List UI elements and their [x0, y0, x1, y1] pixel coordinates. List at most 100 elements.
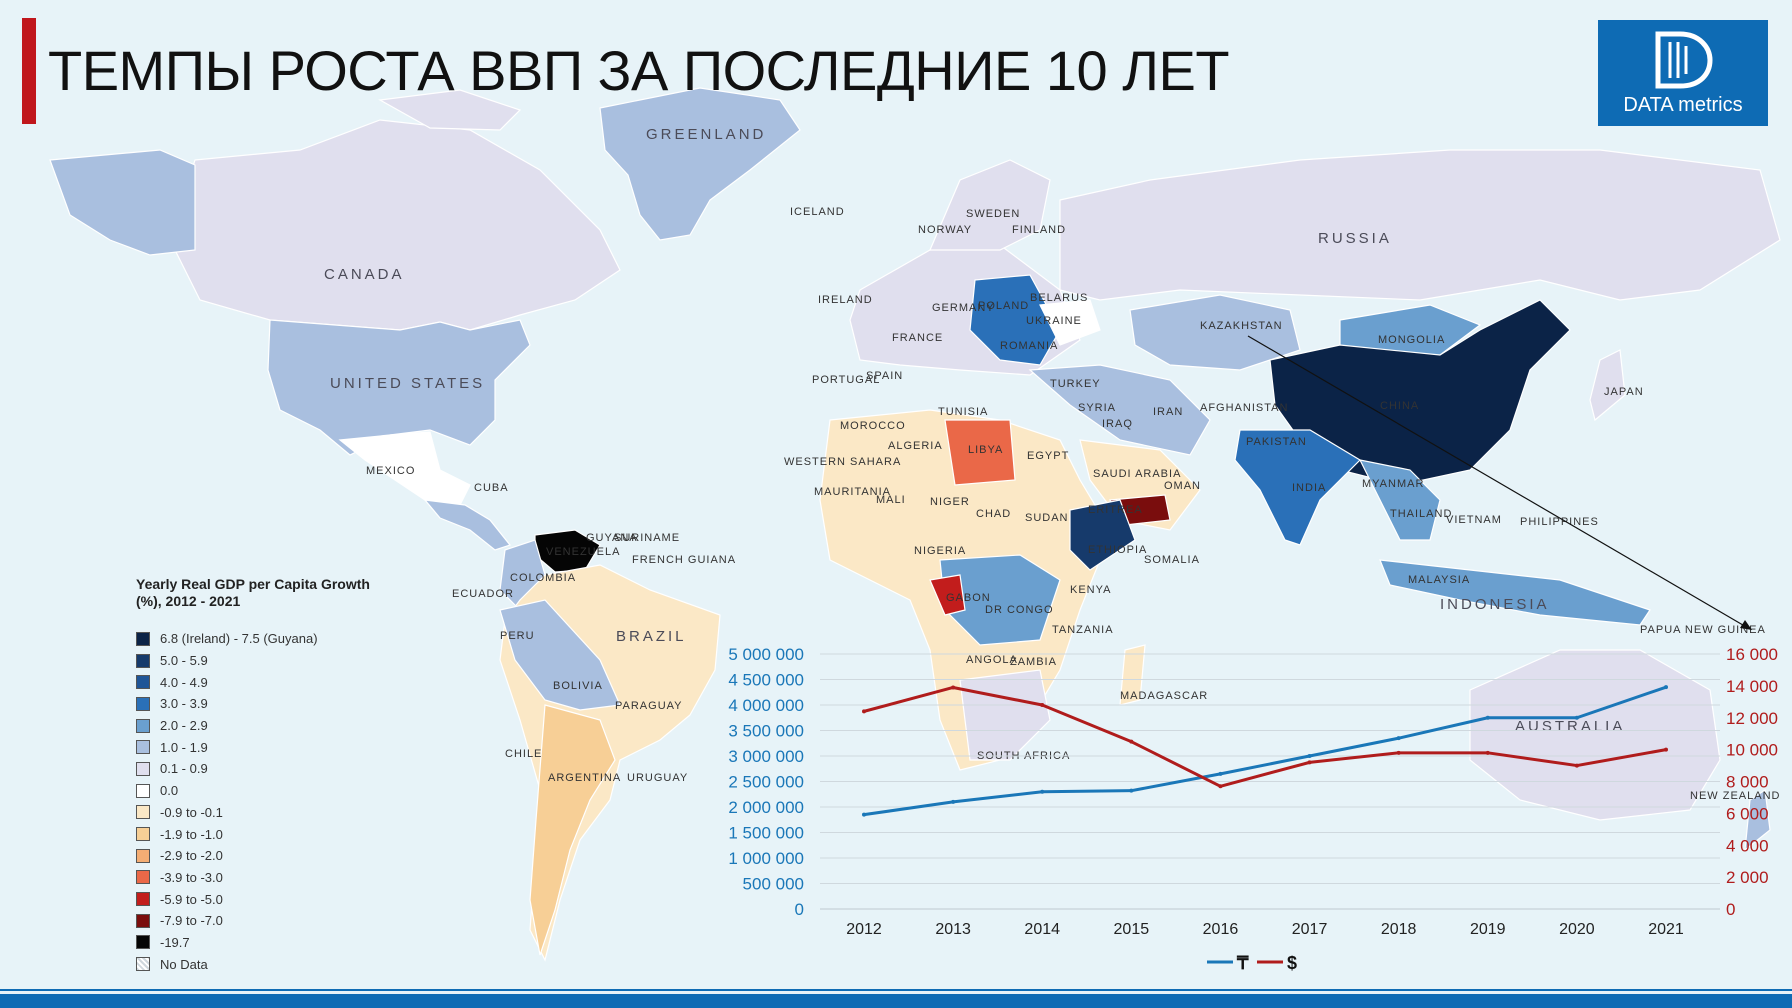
legend-label: 4.0 - 4.9 — [160, 674, 208, 690]
legend-swatch — [136, 805, 150, 820]
country-label-somalia: SOMALIA — [1144, 554, 1200, 566]
country-label-mauritania: MAURITANIA — [814, 486, 892, 498]
country-label-indonesia: INDONESIA — [1440, 596, 1550, 613]
legend-label: -2.9 to -2.0 — [160, 848, 223, 864]
eastern-europe-shape — [969, 274, 1061, 366]
country-label-finland: FINLAND — [1012, 224, 1067, 236]
country-label-papua-new-guinea: PAPUA NEW GUINEA — [1640, 624, 1766, 636]
data-point — [1574, 715, 1579, 720]
country-label-eritrea: ERITREA — [1088, 504, 1143, 516]
country-label-dr-congo: DR CONGO — [985, 604, 1054, 616]
page-title: ТЕМПЫ РОСТА ВВП ЗА ПОСЛЕДНИЕ 10 ЛЕТ — [48, 39, 1230, 102]
series-line-kzt — [863, 685, 1667, 817]
legend-rows: 6.8 (Ireland) - 7.5 (Guyana) 5.0 - 5.9 4.0… — [136, 628, 396, 975]
country-label-chile: CHILE — [505, 748, 543, 760]
india-shape — [1234, 429, 1361, 546]
arabia-shape — [1079, 439, 1201, 531]
legend-series-label: $ — [1287, 953, 1297, 973]
y-right-tick-label: 8 000 — [1726, 773, 1769, 792]
data-point — [862, 709, 866, 714]
country-label-kenya: KENYA — [1070, 584, 1112, 596]
alaska-shape — [49, 149, 196, 256]
data-point — [1129, 739, 1134, 744]
title-accent-bar — [22, 18, 36, 124]
pointer-arrow-head — [1740, 620, 1752, 630]
y-left-tick-label: 4 000 000 — [728, 696, 804, 715]
data-point — [951, 799, 956, 804]
data-point — [1218, 784, 1223, 789]
legend-title: Yearly Real GDP per Capita Growth (%), 2… — [136, 576, 370, 609]
bottom-band — [0, 994, 1792, 1008]
data-point — [1040, 703, 1045, 707]
logo-text: DATA metrics — [1623, 94, 1743, 116]
data-point — [1218, 771, 1223, 776]
y-left-tick-label: 5 000 000 — [728, 645, 804, 664]
congo-shape — [929, 574, 966, 616]
pointer-arrow-line — [1247, 335, 1749, 629]
country-label-new-zealand: NEW ZEALAND — [1690, 790, 1781, 802]
data-point — [1485, 750, 1490, 755]
legend-swatch — [136, 935, 150, 950]
legend-item: -0.9 to -0.1 — [136, 802, 396, 824]
country-label-portugal: PORTUGAL — [812, 374, 881, 386]
country-label-mongolia: MONGOLIA — [1378, 334, 1446, 346]
scandinavia-shape — [929, 159, 1051, 251]
data-point — [951, 685, 956, 690]
country-label-western-sahara: WESTERN SAHARA — [784, 456, 902, 468]
argentina-shape — [529, 704, 616, 956]
russia-shape — [1059, 149, 1781, 301]
peru-bolivia-shape — [499, 599, 621, 711]
country-label-ecuador: ECUADOR — [452, 588, 515, 600]
libya-shape — [944, 419, 1016, 486]
legend-label: -0.9 to -0.1 — [160, 804, 223, 820]
country-label-china: CHINA — [1380, 400, 1420, 412]
y-left-tick-label: 2 500 000 — [728, 773, 804, 792]
country-label-india: INDIA — [1292, 482, 1327, 494]
x-tick-label: 2014 — [1024, 921, 1060, 938]
country-label-romania: ROMANIA — [1000, 340, 1059, 352]
legend-swatch — [136, 675, 150, 690]
legend-label: No Data — [160, 956, 208, 972]
x-tick-label: 2020 — [1559, 921, 1595, 938]
indonesia-shape — [1379, 559, 1651, 626]
country-label-french-guiana: FRENCH GUIANA — [632, 554, 737, 566]
y-right-tick-label: 14 000 — [1726, 677, 1778, 696]
country-label-peru: PERU — [500, 630, 535, 642]
legend-item: 0.1 - 0.9 — [136, 758, 396, 780]
country-label-iran: IRAN — [1153, 406, 1184, 418]
data-point — [1307, 760, 1312, 765]
ukraine-shape — [1039, 299, 1101, 346]
country-label-gabon: GABON — [946, 592, 991, 604]
data-point — [1574, 763, 1579, 768]
legend-item: -3.9 to -3.0 — [136, 867, 396, 889]
y-right-tick-label: 6 000 — [1726, 804, 1769, 823]
country-label-chad: CHAD — [976, 508, 1012, 520]
y-right-tick-label: 4 000 — [1726, 836, 1769, 855]
usa-shape — [267, 319, 531, 456]
country-label-tanzania: TANZANIA — [1052, 624, 1114, 636]
country-label-madagascar: MADAGASCAR — [1120, 690, 1209, 702]
legend-item: 2.0 - 2.9 — [136, 715, 396, 737]
data-point — [1307, 754, 1312, 758]
country-label-egypt: EGYPT — [1027, 450, 1070, 462]
country-label-norway: NORWAY — [918, 224, 973, 236]
country-label-iceland: ICELAND — [790, 206, 845, 218]
y-left-tick-label: 3 000 000 — [728, 747, 804, 766]
country-label-colombia: COLOMBIA — [510, 572, 577, 584]
data-point — [1396, 750, 1401, 755]
country-label-cuba: CUBA — [474, 482, 509, 494]
y-left-tick-label: 1 500 000 — [728, 824, 804, 843]
y-right-tick-label: 10 000 — [1726, 741, 1778, 760]
legend-label: 2.0 - 2.9 — [160, 718, 208, 734]
legend-label: -5.9 to -5.0 — [160, 891, 223, 907]
country-label-afghanistan: AFGHANISTAN — [1200, 402, 1289, 414]
legend-label: 1.0 - 1.9 — [160, 739, 208, 755]
southeast-asia-shape — [1358, 459, 1441, 541]
data-point — [1396, 736, 1401, 741]
logo-d-icon — [1655, 31, 1713, 89]
country-label-ireland: IRELAND — [818, 294, 873, 306]
x-tick-label: 2015 — [1114, 921, 1150, 938]
madagascar-shape — [1119, 644, 1146, 706]
